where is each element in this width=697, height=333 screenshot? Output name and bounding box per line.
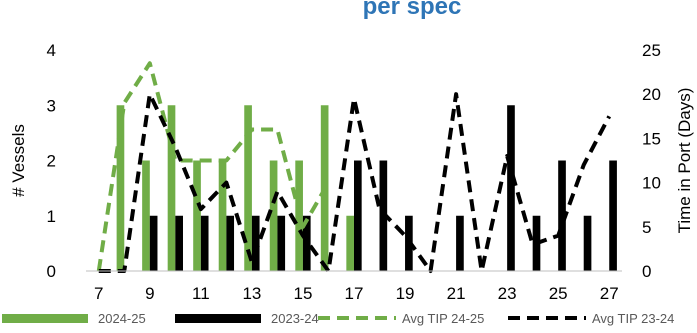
y-tick-label: 2 xyxy=(47,152,56,171)
bar-2023-24-9 xyxy=(149,215,158,271)
y2-tick-label: 15 xyxy=(642,129,661,148)
bar-2024-25-12 xyxy=(218,160,227,271)
x-tick-label: 7 xyxy=(94,284,103,303)
legend: 2024-25 2023-24 Avg TIP 24-25 Avg TIP 23-24 xyxy=(2,311,674,326)
bar-2023-24-14 xyxy=(277,215,286,271)
bar-2023-24-21 xyxy=(456,215,464,271)
lines-layer xyxy=(96,61,612,273)
y2-tick-label: 10 xyxy=(642,174,661,193)
bar-2024-25-8 xyxy=(116,105,125,271)
bar-2023-24-15 xyxy=(302,215,311,271)
y-tick-label: 4 xyxy=(47,41,56,60)
y-tick-label: 1 xyxy=(47,207,56,226)
bar-2023-24-13 xyxy=(251,215,260,271)
legend-label: 2023-24 xyxy=(271,311,319,326)
legend-label: Avg TIP 23-24 xyxy=(592,311,674,326)
y-tick-label: 0 xyxy=(47,262,56,281)
bar-2023-24-11 xyxy=(200,215,209,271)
legend-item-Avg TIP 24-25: Avg TIP 24-25 xyxy=(318,311,484,326)
legend-swatch xyxy=(175,314,261,323)
bar-2023-24-26 xyxy=(583,215,592,271)
y2-tick-label: 0 xyxy=(642,262,651,281)
x-tick-label: 17 xyxy=(345,284,364,303)
bar-2023-24-27 xyxy=(609,160,617,271)
bar-2024-25-14 xyxy=(269,160,278,271)
y2-tick-label: 25 xyxy=(642,41,661,60)
y-axis-title: # Vessels xyxy=(9,124,28,197)
bar-2024-25-11 xyxy=(193,160,201,271)
legend-label: 2024-25 xyxy=(98,311,146,326)
bar-2023-24-10 xyxy=(175,215,183,271)
x-tick-label: 9 xyxy=(145,284,154,303)
bar-2023-24-25 xyxy=(558,160,566,271)
legend-swatch xyxy=(2,314,88,323)
x-tick-label: 25 xyxy=(549,284,568,303)
chart-title-fragment: per spec xyxy=(363,0,462,20)
x-tick-label: 19 xyxy=(396,284,415,303)
x-tick-label: 15 xyxy=(293,284,312,303)
legend-label: Avg TIP 24-25 xyxy=(402,311,484,326)
bar-2023-24-12 xyxy=(226,215,235,271)
legend-item-2023-24: 2023-24 xyxy=(175,311,319,326)
bar-2024-25-9 xyxy=(142,160,150,271)
y2-axis-title: Time in Port (Days) xyxy=(675,88,694,234)
bar-2023-24-23 xyxy=(507,105,515,271)
x-tick-label: 13 xyxy=(242,284,261,303)
bar-2024-25-10 xyxy=(167,105,176,271)
x-tick-label: 23 xyxy=(498,284,517,303)
y2-tick-label: 20 xyxy=(642,85,661,104)
legend-item-Avg TIP 23-24: Avg TIP 23-24 xyxy=(508,311,674,326)
bar-2024-25-17 xyxy=(346,215,354,271)
line-Avg TIP 24-25 xyxy=(96,61,331,272)
legend-item-2024-25: 2024-25 xyxy=(2,311,146,326)
x-tick-label: 27 xyxy=(600,284,619,303)
y-tick-label: 3 xyxy=(47,96,56,115)
x-tick-label: 21 xyxy=(447,284,466,303)
y2-tick-label: 5 xyxy=(642,218,651,237)
x-tick-label: 11 xyxy=(192,284,210,303)
line-Avg TIP 23-24 xyxy=(98,92,612,273)
bar-2023-24-17 xyxy=(354,160,362,271)
bar-2024-25-13 xyxy=(244,105,252,271)
